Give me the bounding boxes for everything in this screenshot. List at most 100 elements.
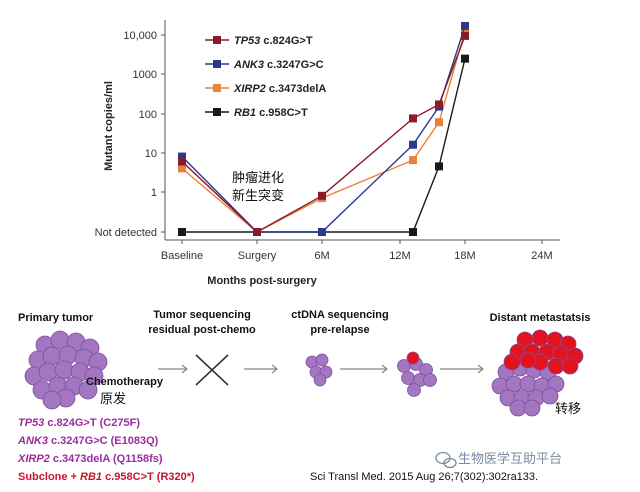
data-point [409, 140, 417, 149]
data-point [435, 100, 443, 109]
mutation-1: TP53 c.824G>T (C275F) [18, 417, 140, 429]
x-tick-labels: Baseline Surgery 6M 12M 18M 24M [161, 240, 553, 262]
y-tick-label: 1 [151, 187, 157, 199]
cross-icon [195, 354, 229, 386]
data-point [318, 191, 326, 200]
sequencing-title-line2: residual post-chemo [148, 324, 256, 336]
citation: Sci Transl Med. 2015 Aug 26;7(302):302ra… [310, 471, 538, 483]
watermark: 生物医学互助平台 [435, 451, 562, 469]
data-point [461, 26, 469, 35]
x-tick-label: 12M [389, 250, 410, 262]
arrow-2-head [271, 364, 278, 374]
x-tick-label: 18M [454, 250, 475, 262]
arrow-3-head [381, 364, 388, 374]
wechat-icon [435, 451, 457, 469]
y-tick-label: 10 [145, 148, 157, 160]
cell [531, 329, 549, 347]
cell [505, 375, 523, 393]
series-line [182, 58, 466, 233]
subclone-mutation: Subclone + RB1 c.958C>T (R320*) [18, 471, 195, 483]
data-point [409, 114, 417, 123]
data-point [461, 21, 469, 30]
cell [406, 351, 420, 365]
data-point [318, 228, 326, 236]
y-tick-label: 100 [139, 109, 157, 121]
y-tick-label: Not detected [95, 227, 157, 239]
arrow-1-head [181, 364, 188, 374]
mutation-list: TP53 c.824G>T (C275F) ANK3 c.3247G>C (E1… [17, 417, 195, 483]
cell [541, 387, 559, 405]
cell [42, 390, 62, 410]
cell [547, 357, 565, 375]
cell [519, 375, 537, 393]
series-layer [178, 21, 469, 236]
primary-tumor-cells [24, 330, 108, 410]
mutation-2: ANK3 c.3247G>C (E1083Q) [17, 435, 159, 447]
cell [519, 351, 537, 369]
data-point [178, 164, 186, 173]
legend-entry: ANK3 c.3247G>C [233, 59, 324, 71]
ctdna-cells [305, 353, 333, 387]
data-point [409, 228, 417, 236]
data-point [435, 162, 443, 171]
data-point [178, 152, 186, 161]
primary-tumor-title: Primary tumor [18, 312, 94, 324]
series-line [181, 30, 466, 233]
ctdna-title-line2: pre-relapse [310, 324, 369, 336]
x-axis-title: Months post-surgery [207, 275, 317, 287]
legend-swatch-marker [213, 108, 221, 116]
legend-swatch-marker [213, 84, 221, 92]
cell [42, 346, 62, 366]
cell [313, 373, 327, 387]
data-point [178, 228, 186, 236]
chart-axes [164, 20, 560, 241]
schematic: Primary tumor Tumor sequencing residual … [17, 309, 590, 483]
legend-entry: XIRP2 c.3473delA [233, 83, 326, 95]
metastasis-cn-label: 转移 [555, 402, 581, 417]
series-line [181, 35, 466, 233]
data-point [178, 157, 186, 166]
legend-swatch-marker [213, 36, 221, 44]
prerelapse-cells [397, 351, 437, 397]
primary-cn-label: 原发 [100, 391, 126, 407]
metastasis-cells [491, 329, 584, 417]
sequencing-title-line1: Tumor sequencing [153, 309, 251, 321]
data-point [461, 31, 469, 40]
annotation-line2: 新生突变 [232, 188, 284, 204]
data-point [409, 156, 417, 165]
y-tick-label: 1000 [133, 69, 157, 81]
y-tick-label: 10,000 [123, 30, 157, 42]
line-chart: Not detected 1 10 100 1000 10,000 Baseline Sur… [95, 20, 560, 287]
data-point [253, 228, 261, 236]
legend: TP53 c.824G>T ANK3 c.3247G>C XIRP2 c.3473d… [198, 28, 370, 128]
watermark-text: 生物医学互助平台 [458, 451, 562, 467]
y-tick-labels: Not detected 1 10 100 1000 10,000 [95, 30, 165, 239]
y-axis-title: Mutant copies/ml [103, 81, 115, 171]
cell [523, 399, 541, 417]
cell [503, 353, 521, 371]
cell [561, 357, 579, 375]
cell [423, 373, 437, 387]
mutation-3: XIRP2 c.3473delA (Q1158fs) [17, 453, 163, 465]
legend-entry: TP53 c.824G>T [234, 35, 313, 47]
metastasis-title: Distant metastatsis [490, 312, 591, 324]
data-point [461, 54, 469, 63]
cell [315, 353, 329, 367]
series-tp53 [178, 31, 469, 236]
cell [407, 383, 421, 397]
x-tick-label: Baseline [161, 250, 203, 262]
x-tick-label: 24M [531, 250, 552, 262]
legend-entry: RB1 c.958C>T [234, 107, 308, 119]
annotation-line1: 肿瘤进化 [232, 170, 284, 186]
arrow-4-head [477, 364, 484, 374]
x-tick-label: Surgery [238, 250, 277, 262]
cell [401, 371, 415, 385]
flow-arrows [158, 364, 484, 374]
cell [509, 399, 527, 417]
cell [78, 380, 98, 400]
chemotherapy-label: Chemotherapy [86, 376, 164, 388]
legend-swatch-marker [213, 60, 221, 68]
data-point [435, 118, 443, 127]
ctdna-title-line1: ctDNA sequencing [291, 309, 388, 321]
